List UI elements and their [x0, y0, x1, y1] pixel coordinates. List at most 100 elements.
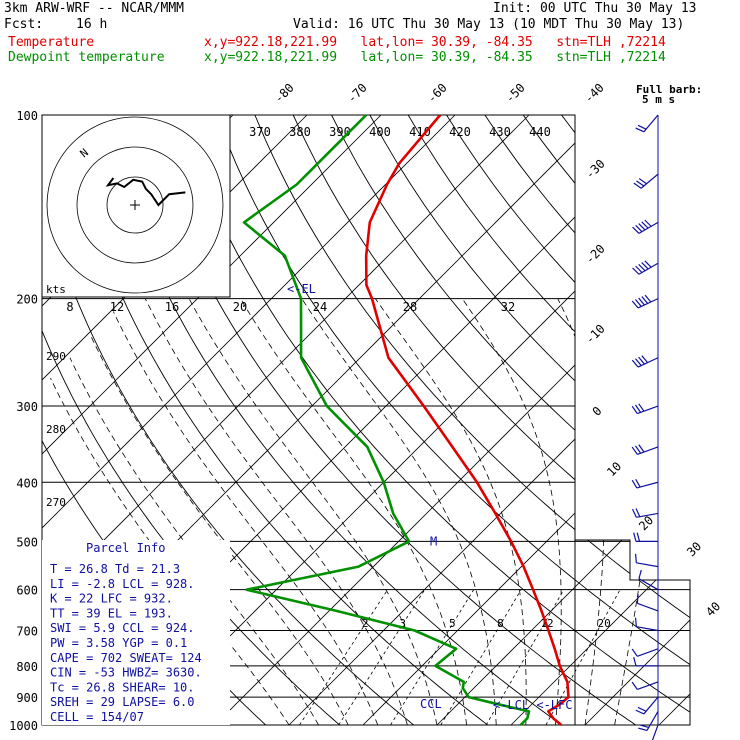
- moist-adiabat: [240, 298, 467, 725]
- forecast-label: Fcst:: [4, 17, 44, 32]
- wind-barb-staff: [637, 405, 659, 415]
- wind-barb-staff: [643, 114, 659, 133]
- theta-label: 430: [489, 125, 511, 139]
- pressure-label: 700: [16, 625, 38, 639]
- wind-barb-flag: [638, 727, 648, 732]
- wind-barb-staff: [637, 602, 659, 612]
- parcel-info-row: TT = 39 EL = 193.: [50, 606, 173, 620]
- wind-barb-flag: [636, 532, 641, 542]
- parcel-info-row: CIN = -53 HWBZ= 3630.: [50, 666, 202, 680]
- wind-barb-staff: [640, 173, 659, 189]
- legend-temperature-info: x,y=922.18,221.99 lat,lon= 30.39, -84.35…: [204, 35, 666, 50]
- theta-label: 370: [249, 125, 271, 139]
- mixing-ratio-line: [299, 589, 388, 725]
- dewpoint-line: [242, 114, 531, 726]
- pressure-label: 100: [16, 109, 38, 123]
- mixing-ratio-line: [440, 589, 522, 725]
- isotherm-label: -40: [582, 81, 607, 106]
- wind-barb-flag: [635, 127, 645, 133]
- isotherm-label: -60: [425, 81, 450, 106]
- pressure-label: 400: [16, 476, 38, 490]
- wind-barb-staff: [637, 681, 659, 691]
- wind-barb-flag: [634, 445, 642, 454]
- wind-barb: [631, 403, 659, 415]
- wind-barb: [631, 681, 659, 691]
- wind-barb: [631, 355, 659, 368]
- wind-barb-flag: [637, 124, 647, 130]
- wind-barb-flag: [631, 508, 637, 518]
- parcel-info-row: CAPE = 702 SWEAT= 124: [50, 651, 202, 665]
- wind-barb-flag: [632, 267, 640, 275]
- isotherm-line: [584, 115, 690, 725]
- mixing-ratio-line: [485, 589, 565, 725]
- wind-barb: [633, 657, 658, 667]
- wind-barb: [638, 569, 659, 591]
- wind-barb-staff: [636, 512, 659, 518]
- wind-barb-flag: [638, 223, 646, 231]
- wind-barb: [631, 478, 659, 489]
- wind-barb-staff: [643, 696, 659, 715]
- theta-left-label: 280: [46, 423, 66, 436]
- wind-barb: [634, 617, 659, 632]
- wind-barb-flag: [635, 299, 642, 307]
- isotherm-label: -80: [272, 81, 297, 106]
- isotherm-line: [42, 115, 382, 725]
- mixing-ratio-label: 8: [497, 617, 504, 630]
- mixing-ratio-line: [338, 589, 426, 725]
- wind-barb-flag: [634, 617, 637, 627]
- pressure-label: 600: [16, 584, 38, 598]
- pressure-label: 500: [16, 535, 38, 549]
- wind-barb-flag: [635, 265, 643, 273]
- dry-adiabat: [637, 115, 690, 725]
- pressure-label: 300: [16, 400, 38, 414]
- isotherm-line: [214, 115, 690, 725]
- hodograph-speed-label: 16: [165, 300, 179, 314]
- parcel-info-title: Parcel Info: [86, 541, 165, 555]
- wind-barb: [636, 594, 659, 612]
- mixing-ratio-lines: [299, 589, 621, 725]
- wind-barb-flag: [631, 405, 638, 414]
- theta-left-label: 270: [46, 496, 66, 509]
- wind-barb-flag: [631, 446, 638, 455]
- wind-barb: [638, 711, 659, 732]
- dry-adiabat: [62, 115, 488, 725]
- isotherm-line: [733, 115, 740, 725]
- forecast-hour: 16 h: [76, 17, 108, 32]
- wind-barb-flag: [635, 224, 643, 233]
- mixing-ratio-label: 20: [598, 617, 611, 630]
- wind-barb-flag: [635, 358, 642, 366]
- frame-extension: [575, 539, 691, 726]
- wind-barb-flag: [635, 709, 645, 715]
- level-annotations: <-EL M CCL <-LCL <-LFC: [287, 282, 572, 712]
- hodograph-speed-label: 32: [501, 300, 515, 314]
- wind-barb-flag: [638, 403, 645, 412]
- mixing-ratio-label: 5: [449, 617, 456, 630]
- parcel-info-row: CELL = 154/07: [50, 710, 144, 724]
- wind-barb-flag: [637, 706, 647, 712]
- wind-barb: [633, 532, 658, 542]
- legend-temperature-name: Temperature: [8, 35, 95, 50]
- isotherm-line: [42, 115, 530, 725]
- wind-barb-flag: [633, 657, 637, 667]
- isotherm-label: 30: [684, 539, 704, 559]
- moist-adiabat: [69, 357, 319, 725]
- parcel-info-row: T = 26.8 Td = 21.3: [50, 562, 180, 576]
- mixing-ratio-label: 3: [399, 617, 406, 630]
- wind-barb-flag: [631, 681, 638, 690]
- pressure-label: 200: [16, 293, 38, 307]
- parcel-info-row: K = 22 LFC = 932.: [50, 592, 173, 606]
- mixing-ratio-label: 2: [362, 617, 369, 630]
- wind-barb-staff: [651, 724, 659, 740]
- wind-barb-flag: [632, 226, 640, 234]
- moist-adiabat: [301, 298, 497, 725]
- wind-barb: [631, 648, 659, 657]
- hodograph-speed-label: 20: [233, 300, 247, 314]
- wind-barb: [631, 508, 659, 518]
- level-annotation: M: [430, 534, 437, 548]
- dry-adiabat: [599, 115, 690, 725]
- model-title: 3km ARW-WRF -- NCAR/MMM: [4, 1, 185, 16]
- dry-adiabat: [139, 115, 636, 725]
- isotherm-line: [658, 115, 690, 725]
- wind-barb-flag: [641, 262, 649, 270]
